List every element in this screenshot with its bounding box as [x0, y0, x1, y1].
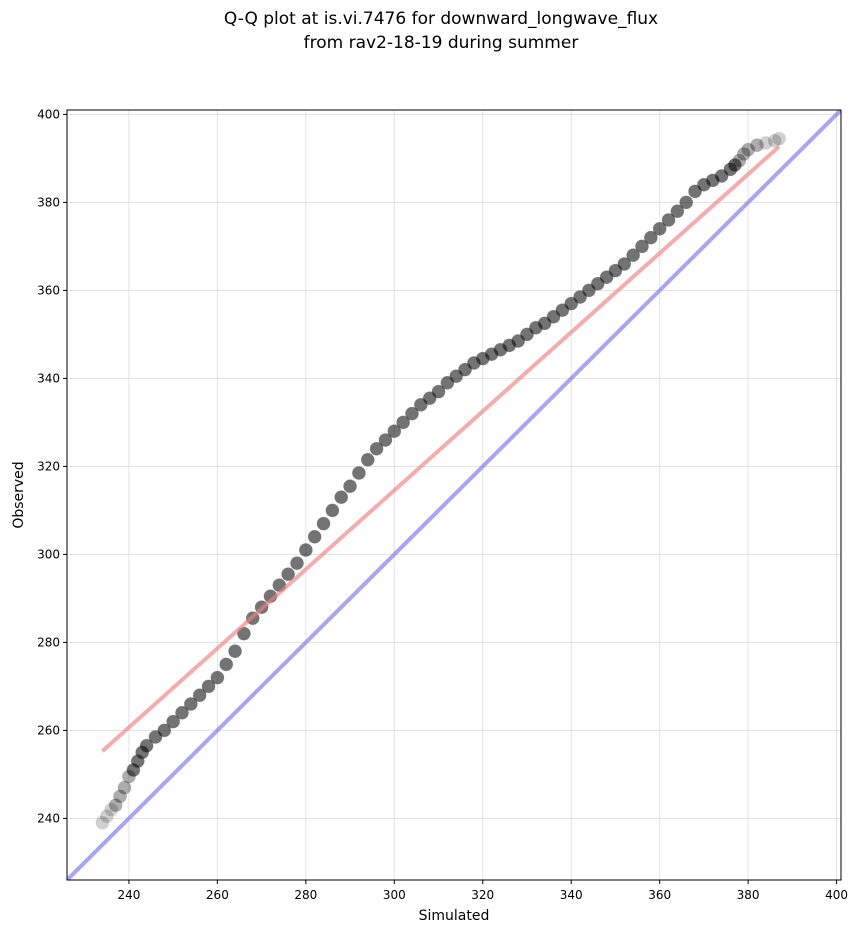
quantile-point: [555, 303, 570, 318]
quantile-point: [573, 290, 587, 304]
quantile-point: [148, 730, 163, 744]
quantile-point: [670, 204, 685, 219]
quantile-point: [599, 270, 614, 285]
quantile-point: [316, 516, 331, 531]
quantile-point: [99, 809, 114, 824]
quantile-point: [546, 309, 561, 324]
x-axis-label: Simulated: [419, 908, 490, 924]
quantile-point: [405, 406, 419, 421]
y-tick-label: 340: [37, 371, 60, 385]
quantile-point: [201, 679, 216, 694]
quantile-point: [369, 441, 384, 456]
chart-title-line-1: Q-Q plot at is.vi.7476 for downward_long…: [224, 9, 658, 29]
quantile-point: [325, 503, 340, 518]
quantile-point: [431, 384, 446, 399]
y-tick-label: 360: [37, 283, 60, 297]
quantile-point: [298, 543, 313, 557]
quantile-point: [750, 138, 764, 153]
quantile-point: [166, 714, 181, 729]
y-tick-label: 280: [37, 635, 60, 649]
quantile-point: [635, 239, 649, 254]
quantile-point: [108, 798, 123, 813]
quantile-point: [175, 705, 189, 720]
quantile-point: [758, 136, 773, 150]
quantile-point: [378, 433, 393, 447]
quantile-point: [157, 723, 172, 738]
quantile-points: [95, 131, 786, 830]
y-axis-ticks: 240 260 280 300 320 340 360 380 400: [37, 107, 67, 825]
x-tick-label: 240: [117, 888, 140, 902]
quantile-point: [643, 230, 658, 245]
quantile-point: [95, 815, 110, 830]
quantile-point: [413, 397, 428, 412]
quantile-point: [458, 362, 472, 377]
quantile-point: [219, 657, 234, 672]
quantile-point: [192, 688, 207, 703]
quantile-point: [617, 257, 632, 271]
quantile-point: [511, 334, 526, 348]
quantile-point: [581, 283, 596, 298]
x-axis-ticks: 240 260 280 300 320 340 360 380 400: [117, 880, 848, 902]
quantile-point: [290, 556, 304, 571]
quantile-point: [117, 780, 132, 795]
fit-line: [101, 145, 781, 753]
quantile-point: [652, 221, 667, 236]
quantile-point: [281, 567, 296, 582]
quantile-point: [422, 391, 437, 406]
grid-lines: [67, 110, 841, 880]
quantile-point: [440, 375, 455, 390]
quantile-point: [228, 644, 242, 659]
quantile-point: [688, 184, 702, 199]
y-axis-label: Observed: [11, 461, 27, 528]
x-tick-label: 300: [383, 888, 406, 902]
quantile-point: [334, 490, 349, 505]
y-tick-label: 240: [37, 811, 60, 825]
quantile-point: [104, 802, 119, 817]
quantile-point: [210, 670, 225, 685]
x-tick-label: 280: [294, 888, 317, 902]
x-tick-label: 320: [471, 888, 494, 902]
chart-title-line-2: from rav2-18-19 during summer: [304, 33, 579, 53]
quantile-point: [727, 158, 742, 172]
quantile-point: [387, 424, 402, 439]
x-tick-label: 380: [737, 888, 760, 902]
quantile-point: [767, 133, 782, 148]
quantile-point: [661, 213, 676, 227]
y-tick-label: 400: [37, 107, 60, 121]
x-tick-label: 340: [560, 888, 583, 902]
quantile-point: [626, 248, 641, 263]
y-tick-label: 260: [37, 723, 60, 737]
quantile-point: [113, 789, 127, 804]
plot-frame: [66, 109, 842, 881]
quantile-point: [183, 697, 198, 711]
y-tick-label: 300: [37, 547, 60, 561]
quantile-point: [449, 369, 464, 384]
quantile-point: [352, 466, 366, 480]
quantile-point: [564, 296, 579, 311]
quantile-point: [736, 147, 751, 161]
quantile-point: [679, 195, 694, 210]
x-tick-label: 260: [206, 888, 229, 902]
quantile-point: [732, 153, 747, 168]
quantile-point: [537, 316, 552, 331]
quantile-point: [608, 263, 623, 278]
quantile-point: [590, 276, 605, 291]
quantile-point: [307, 529, 322, 544]
x-tick-label: 400: [825, 888, 848, 902]
quantile-point: [396, 415, 411, 430]
identity-line: [67, 110, 841, 880]
y-tick-label: 380: [37, 195, 60, 209]
quantile-point: [360, 452, 375, 467]
x-tick-label: 360: [648, 888, 671, 902]
quantile-point: [139, 738, 154, 753]
quantile-point: [772, 131, 786, 146]
quantile-point: [343, 479, 357, 494]
quantile-point: [741, 142, 756, 157]
quantile-point: [714, 169, 729, 183]
quantile-point: [520, 327, 534, 342]
y-tick-label: 320: [37, 459, 60, 473]
